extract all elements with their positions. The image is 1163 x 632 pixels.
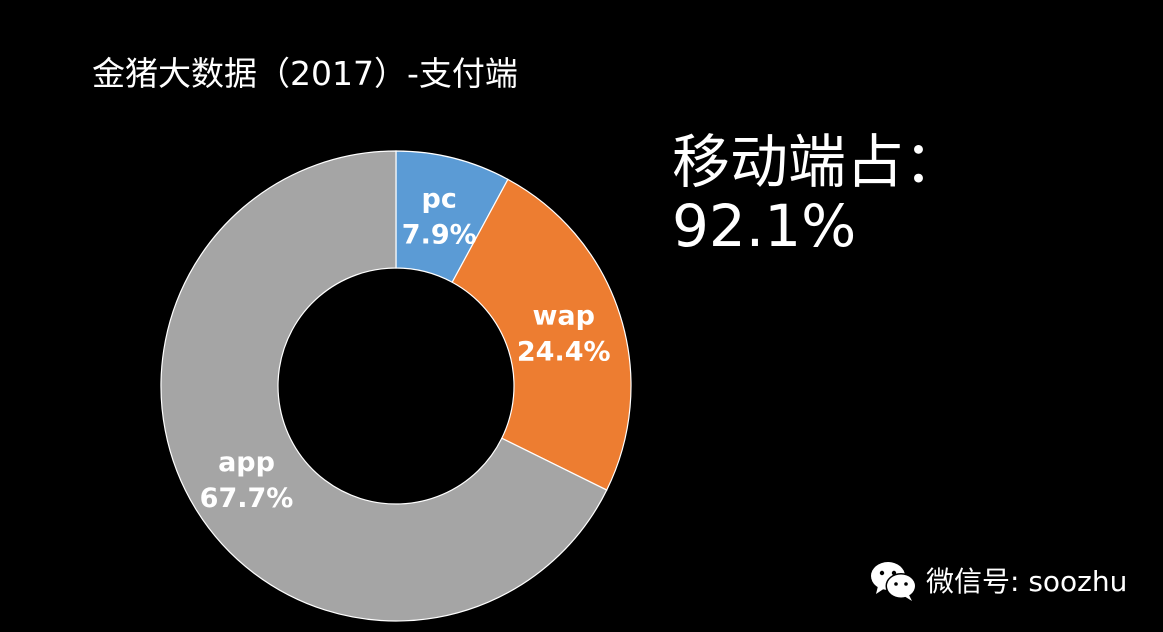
slice-value-pc: 7.9% [402,219,477,250]
callout-value: 92.1% [672,192,857,260]
slice-app [160,150,608,622]
slice-value-app: 67.7% [200,483,294,514]
slice-value-wap: 24.4% [517,337,611,368]
donut-labels: pc 7.9% wap 24.4% app 67.7% [200,183,611,514]
wechat-icon [871,562,917,601]
mobile-share-callout: 移动端占： 92.1% [672,130,962,258]
callout-label: 移动端占： [672,128,963,196]
watermark-text: 微信号: soozhu [926,565,1128,598]
slice-wap [451,178,632,491]
slice-label-pc: pc [422,183,457,214]
slice-label-app: app [218,447,275,478]
slice-label-wap: wap [532,301,595,332]
wechat-watermark: 微信号: soozhu [868,558,1127,602]
donut-slices [160,150,632,622]
chart-title: 金猪大数据（2017）-支付端 [92,54,518,93]
